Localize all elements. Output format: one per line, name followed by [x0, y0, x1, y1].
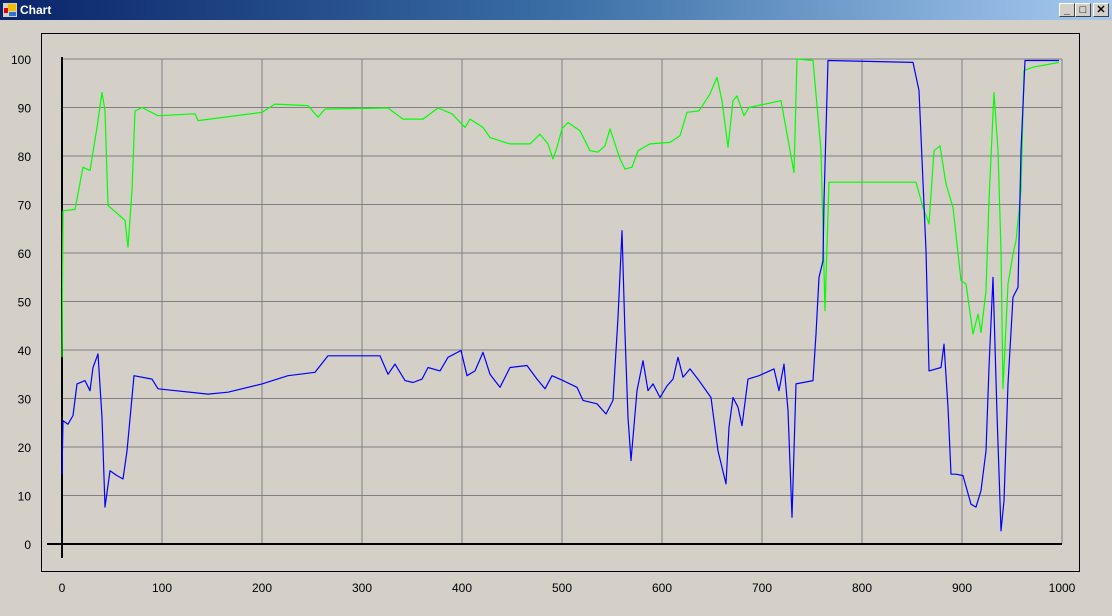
close-button[interactable]: ✕	[1093, 3, 1109, 17]
y-tick-label: 40	[18, 344, 32, 358]
plot-frame	[41, 33, 1080, 572]
x-tick-label: 100	[152, 581, 172, 595]
y-tick-label: 0	[24, 538, 31, 552]
maximize-button[interactable]: □	[1075, 3, 1091, 17]
series-line-green	[61, 58, 1060, 390]
window-title: Chart	[20, 3, 52, 17]
x-tick-label: 400	[452, 581, 472, 595]
title-bar: Chart _ □ ✕	[0, 0, 1112, 20]
x-tick-label: 700	[752, 581, 772, 595]
y-tick-label: 10	[18, 490, 32, 504]
y-tick-label: 80	[18, 150, 32, 164]
maximize-icon: □	[1079, 4, 1087, 16]
x-tick-label: 900	[952, 581, 972, 595]
x-tick-label: 0	[59, 581, 66, 595]
series-line-blue	[61, 59, 1059, 532]
minimize-icon: _	[1063, 4, 1071, 16]
x-tick-label: 600	[652, 581, 672, 595]
y-tick-label: 20	[18, 441, 32, 455]
y-tick-label: 100	[11, 53, 31, 67]
x-tick-label: 300	[352, 581, 372, 595]
y-tick-label: 30	[18, 393, 32, 407]
x-tick-label: 800	[852, 581, 872, 595]
close-icon: ✕	[1096, 4, 1106, 16]
x-tick-label: 500	[552, 581, 572, 595]
chart-app-icon	[3, 3, 17, 17]
y-tick-label: 90	[18, 102, 32, 116]
x-tick-label: 200	[252, 581, 272, 595]
y-tick-label: 50	[18, 296, 32, 310]
minimize-button[interactable]: _	[1059, 3, 1075, 17]
y-tick-label: 70	[18, 199, 32, 213]
x-tick-label: 1000	[1049, 581, 1076, 595]
y-tick-label: 60	[18, 247, 32, 261]
